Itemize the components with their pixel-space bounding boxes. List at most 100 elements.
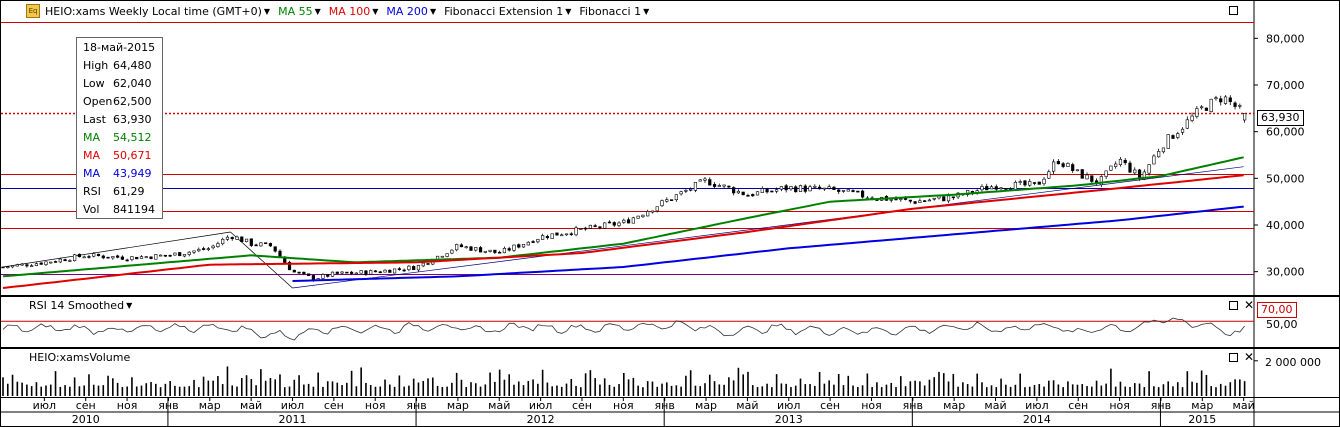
candle-body xyxy=(507,248,511,251)
candle-body xyxy=(775,189,779,192)
info-value: 62,500 xyxy=(113,94,152,108)
candle-body xyxy=(1018,181,1022,183)
time-axis[interactable]: июлсеннояянвмармайиюлсеннояянвмармайиюлс… xyxy=(0,398,1340,427)
candle-body xyxy=(350,271,354,274)
instrument-selector[interactable]: HEIO:xams Weekly Local time (GMT+0) ▼ xyxy=(45,5,270,18)
candle-body xyxy=(307,273,311,277)
volume-bar xyxy=(35,382,38,396)
candle-body xyxy=(999,187,1003,190)
candle-body xyxy=(813,186,817,188)
volume-bar xyxy=(498,369,501,396)
candle-body xyxy=(1023,180,1027,186)
candle-body xyxy=(1204,107,1209,111)
volume-bar xyxy=(699,386,702,396)
volume-bar xyxy=(1143,387,1146,396)
month-label: май xyxy=(984,399,1006,412)
candle-body xyxy=(1233,102,1237,107)
candle-body xyxy=(402,269,406,272)
volume-bar xyxy=(1138,383,1141,396)
maximize-pane-icon[interactable] xyxy=(1229,6,1238,15)
indicator-ma55[interactable]: MA 55 ▼ xyxy=(278,5,321,18)
time-axis-chart[interactable]: июлсеннояянвмармайиюлсеннояянвмармайиюлс… xyxy=(1,398,1339,426)
volume-bar xyxy=(97,385,100,396)
volume-chart[interactable] xyxy=(1,349,1339,397)
candle-body xyxy=(6,266,10,269)
y-tick-label: 70,000 xyxy=(1266,79,1305,92)
maximize-pane-icon[interactable] xyxy=(1229,353,1238,362)
candle-body xyxy=(1209,98,1213,112)
y-tick-label: 80,000 xyxy=(1266,32,1305,45)
candle-body xyxy=(794,186,798,193)
volume-bar xyxy=(197,387,200,396)
candle-body xyxy=(755,191,760,196)
candle-body xyxy=(588,224,592,229)
candle-body xyxy=(464,246,468,249)
volume-bar xyxy=(809,384,811,396)
price-chart[interactable]: 30,000 40,000 50,000 60,000 70,000 80,000 xyxy=(1,1,1339,295)
close-icon[interactable]: ✕ xyxy=(1244,298,1255,312)
rsi-pane[interactable]: RSI 14 Smoothed ▼ ✕ 70,00 50,00 xyxy=(0,296,1340,348)
volume-bar xyxy=(446,386,448,396)
candle-body xyxy=(187,251,191,255)
volume-bar xyxy=(556,385,558,396)
volume-bar xyxy=(183,386,186,396)
volume-bar xyxy=(814,386,816,396)
app-logo[interactable]: Eq xyxy=(26,4,40,18)
volume-bar xyxy=(1067,381,1069,396)
candle-body xyxy=(942,196,946,202)
volume-bar xyxy=(78,386,81,396)
volume-bar xyxy=(1095,380,1098,396)
candle-body xyxy=(483,250,487,253)
candle-body xyxy=(703,178,707,181)
volume-bar xyxy=(532,379,534,396)
rsi-chart[interactable] xyxy=(1,297,1339,347)
candle-body xyxy=(908,199,912,202)
volume-bar xyxy=(1196,382,1198,396)
candle-body xyxy=(1099,176,1103,185)
volume-bar xyxy=(861,385,864,396)
candle-body xyxy=(87,256,91,258)
volume-bar xyxy=(685,375,687,396)
candle-body xyxy=(1137,169,1142,179)
candle-body xyxy=(818,186,822,190)
candle-body xyxy=(63,259,67,262)
candle-body xyxy=(727,185,731,188)
indicator-fib-extension[interactable]: Fibonacci Extension 1 ▼ xyxy=(444,5,571,18)
volume-bar xyxy=(871,387,873,396)
candle-body xyxy=(493,249,497,253)
candle-body xyxy=(373,270,378,273)
candle-body xyxy=(10,265,15,268)
info-date-value: 18-май-2015 xyxy=(83,40,156,54)
candle-body xyxy=(918,200,922,203)
volume-bar xyxy=(1091,386,1093,396)
indicator-ma100[interactable]: MA 100 ▼ xyxy=(329,5,379,18)
volume-pane[interactable]: HEIO:xamsVolume ✕ 2 000 000 xyxy=(0,348,1340,398)
volume-bar xyxy=(26,384,28,396)
candle-body xyxy=(932,197,936,200)
volume-bar xyxy=(441,387,444,396)
indicator-fibonacci[interactable]: Fibonacci 1 ▼ xyxy=(579,5,649,18)
candle-body xyxy=(1032,182,1037,184)
rsi-level-tag: 70,00 xyxy=(1257,302,1297,318)
volume-bar xyxy=(680,386,682,396)
rsi-header[interactable]: RSI 14 Smoothed ▼ xyxy=(29,299,132,312)
candle-body xyxy=(1037,181,1041,185)
volume-bar xyxy=(260,369,262,396)
candle-body xyxy=(383,269,387,273)
candle-body xyxy=(474,247,478,251)
volume-bar xyxy=(522,385,525,396)
price-pane[interactable]: 30,000 40,000 50,000 60,000 70,000 80,000 Eq … xyxy=(0,0,1340,296)
volume-bar xyxy=(54,371,57,396)
volume-bar xyxy=(890,382,893,396)
candle-body xyxy=(851,190,855,192)
info-key: MA xyxy=(83,166,101,180)
close-icon[interactable]: ✕ xyxy=(1244,350,1255,364)
candle-body xyxy=(92,253,96,257)
candle-body xyxy=(53,261,58,263)
maximize-pane-icon[interactable] xyxy=(1229,301,1238,310)
indicator-ma200[interactable]: MA 200 ▼ xyxy=(386,5,436,18)
candle-body xyxy=(1133,169,1137,174)
candle-body xyxy=(340,271,344,274)
volume-bar xyxy=(288,386,291,396)
volume-bar xyxy=(1148,371,1150,396)
